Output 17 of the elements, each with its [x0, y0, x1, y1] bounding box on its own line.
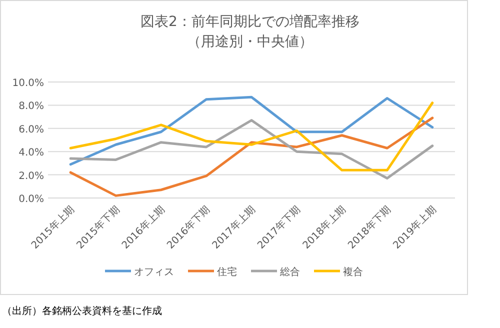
legend-label: 住宅	[217, 266, 237, 278]
legend-label: オフィス	[134, 267, 174, 278]
y-tick-label: 10.0%	[12, 78, 44, 89]
legend-label: 総合	[279, 266, 300, 278]
legend-label: 複合	[343, 266, 363, 278]
line-series	[69, 119, 434, 180]
y-tick-label: 6.0%	[18, 124, 44, 136]
y-tick-label: 8.0%	[18, 101, 44, 112]
y-tick-label: 4.0%	[18, 148, 44, 159]
chart-subtitle: （用途別・中央値）	[187, 34, 313, 50]
line-series	[69, 102, 434, 172]
line-series	[69, 116, 434, 197]
y-tick-label: 2.0%	[18, 170, 44, 182]
line-series	[69, 96, 434, 166]
y-tick-label: 0.0%	[18, 194, 44, 205]
chart-title: 図表2：前年同期比での増配率推移	[140, 13, 360, 30]
text: （出所）各銘柄公表資料を基に作成	[2, 305, 162, 317]
